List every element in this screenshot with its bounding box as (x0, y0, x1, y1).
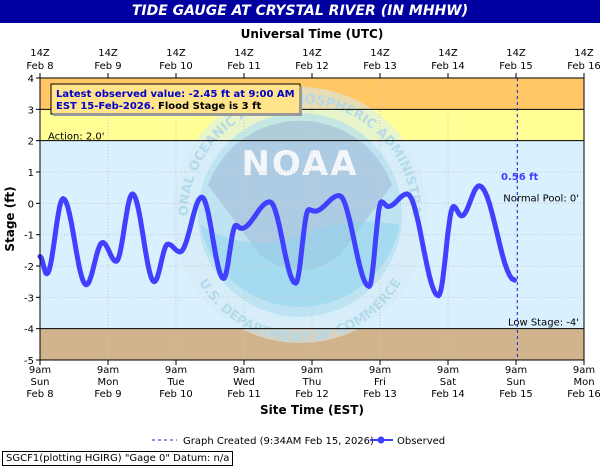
bottom-tick-date: Feb 14 (431, 389, 465, 400)
footer-note: SGCF1(plotting HGIRG) "Gage 0" Datum: n/… (2, 451, 234, 466)
bottom-tick-day: Mon (97, 377, 118, 388)
legend-created-label: Graph Created (9:34AM Feb 15, 2026) (183, 436, 374, 447)
observed-line (37, 183, 518, 299)
info-line-2-date: EST 15-Feb-2026. (56, 101, 158, 112)
bottom-tick-day: Sun (30, 377, 49, 388)
title-bar (0, 0, 600, 23)
top-tick-date: Feb 16 (567, 61, 600, 72)
bottom-tick-day: Mon (573, 377, 594, 388)
info-line-2-flood: Flood Stage is 3 ft (158, 101, 261, 112)
y-axis-label: Stage (ft) (3, 186, 17, 251)
threshold-label-1: Normal Pool: 0' (503, 193, 579, 204)
bottom-tick-date: Feb 8 (26, 389, 53, 400)
threshold-label-0: Action: 2.0' (48, 132, 105, 143)
top-tick-date: Feb 8 (26, 61, 53, 72)
top-tick-time: 14Z (166, 48, 186, 59)
legend-observed-marker (377, 436, 385, 444)
bottom-tick-date: Feb 9 (94, 389, 121, 400)
bottom-tick-day: Wed (233, 377, 255, 388)
bottom-tick-time: 9am (233, 365, 255, 376)
top-tick-date: Feb 13 (363, 61, 397, 72)
bottom-tick-date: Feb 16 (567, 389, 600, 400)
top-axis-label: Universal Time (UTC) (241, 27, 384, 41)
y-tick-label: -2 (24, 262, 34, 273)
bottom-tick-time: 9am (29, 365, 51, 376)
bottom-tick-day: Tue (166, 377, 184, 388)
y-tick-label: -3 (24, 293, 34, 304)
bottom-tick-day: Thu (302, 377, 322, 388)
bottom-tick-day: Sat (440, 377, 456, 388)
y-tick-label: -4 (24, 325, 34, 336)
top-tick-time: 14Z (506, 48, 526, 59)
bottom-tick-time: 9am (573, 365, 595, 376)
bottom-tick-time: 9am (369, 365, 391, 376)
top-tick-date: Feb 11 (227, 61, 261, 72)
y-tick-label: 1 (28, 168, 34, 179)
bottom-tick-date: Feb 10 (159, 389, 193, 400)
top-tick-date: Feb 10 (159, 61, 193, 72)
seal-agency-text: NOAA (241, 144, 358, 184)
axis-labels: Universal Time (UTC) 14Z Feb 8 14Z Feb 9 14Z F… (3, 27, 600, 417)
top-tick-date: Feb 14 (431, 61, 465, 72)
top-tick-time: 14Z (234, 48, 254, 59)
top-tick-time: 14Z (30, 48, 50, 59)
info-line-1: Latest observed value: -2.45 ft at 9:00 … (56, 89, 295, 100)
info-box-shadow-b (53, 113, 302, 116)
bottom-tick-date: Feb 13 (363, 389, 397, 400)
info-line-2: EST 15-Feb-2026. Flood Stage is 3 ft (56, 101, 261, 112)
y-tick-label: 3 (28, 105, 34, 116)
bottom-tick-date: Feb 12 (295, 389, 329, 400)
top-tick-time: 14Z (438, 48, 458, 59)
top-tick-time: 14Z (98, 48, 118, 59)
chart-title: TIDE GAUGE AT CRYSTAL RIVER (IN MHHW) (131, 3, 469, 19)
y-tick-label: -1 (24, 231, 34, 242)
y-tick-label: 0 (28, 199, 34, 210)
latest-value-box: Latest observed value: -2.45 ft at 9:00 … (50, 83, 302, 116)
top-tick-time: 14Z (370, 48, 390, 59)
top-tick-date: Feb 15 (499, 61, 533, 72)
y-tick-label: -5 (24, 356, 34, 367)
legend-observed-label: Observed (397, 436, 445, 447)
bottom-tick-day: Sun (506, 377, 525, 388)
bottom-tick-time: 9am (437, 365, 459, 376)
top-tick-date: Feb 9 (94, 61, 121, 72)
top-tick-time: 14Z (574, 48, 594, 59)
max-value-label: 0.56 ft (501, 172, 539, 183)
threshold-label-2: Low Stage: -4' (508, 318, 579, 329)
observed-series: 0.56 ft (37, 78, 539, 360)
info-box-shadow-r (299, 86, 302, 116)
x-axis-label: Site Time (EST) (260, 403, 364, 417)
bottom-tick-day: Fri (374, 377, 386, 388)
top-tick-date: Feb 12 (295, 61, 329, 72)
bottom-tick-time: 9am (301, 365, 323, 376)
y-tick-label: 4 (28, 74, 34, 85)
bottom-tick-time: 9am (505, 365, 527, 376)
bottom-tick-date: Feb 11 (227, 389, 261, 400)
bottom-tick-date: Feb 15 (499, 389, 533, 400)
top-tick-time: 14Z (302, 48, 322, 59)
bottom-tick-time: 9am (97, 365, 119, 376)
bottom-tick-time: 9am (165, 365, 187, 376)
y-tick-label: 2 (28, 137, 34, 148)
legend: Graph Created (9:34AM Feb 15, 2026) Obser… (152, 436, 445, 447)
